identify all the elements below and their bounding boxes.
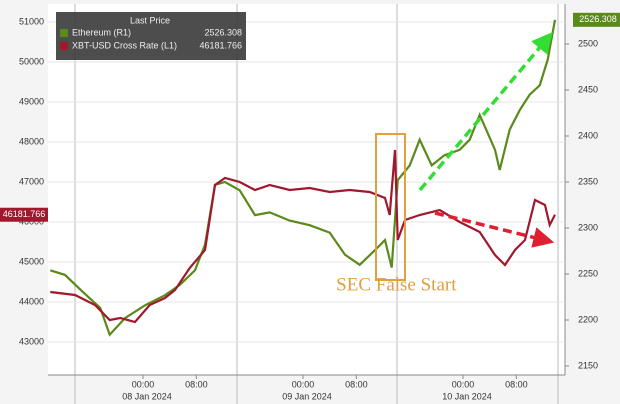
legend: Last Price	[56, 12, 246, 60]
y2-tick-label: 2450	[578, 84, 598, 94]
x-tick-label: 08:00	[185, 379, 208, 389]
y-tick-label: 45000	[19, 256, 44, 266]
x-group-label: 09 Jan 2024	[282, 391, 332, 401]
x-tick-label: 00:00	[292, 379, 315, 389]
x-tick-label: 00:00	[452, 379, 475, 389]
y-tick-label: 48000	[19, 136, 44, 146]
y-tick-label: 44000	[19, 296, 44, 306]
last-price-tag	[0, 207, 48, 222]
y-tick-label: 43000	[19, 336, 44, 346]
y-tick-label: 51000	[19, 16, 44, 26]
legend-label: Ethereum (R1)	[72, 27, 131, 37]
last-price-tag	[573, 12, 620, 27]
legend-swatch	[60, 29, 68, 37]
legend-box	[56, 12, 246, 60]
annotation: SEC False Start	[336, 274, 457, 295]
highlight-box	[375, 133, 406, 281]
series-line	[49, 19, 557, 337]
series-line	[50, 149, 556, 324]
trend-arrow	[418, 31, 553, 192]
legend-label: XBT-USD Cross Rate (L1)	[72, 40, 177, 50]
trend-arrow	[434, 211, 555, 248]
y2-tick-label: 2200	[578, 314, 598, 324]
x-group-label: 08 Jan 2024	[122, 391, 172, 401]
y2-tick-label: 2500	[578, 38, 598, 48]
y2-tick-label: 2150	[578, 360, 598, 370]
x-group-label: 10 Jan 2024	[442, 391, 492, 401]
y-tick-label: 50000	[19, 56, 44, 66]
legend-value: 2526.308	[204, 27, 242, 37]
marks	[48, 19, 565, 343]
y2-tick-label: 2350	[578, 176, 598, 186]
x-tick-label: 08:00	[505, 379, 528, 389]
legend-title: Last Price	[130, 15, 170, 25]
x-tick-label: 00:00	[132, 379, 155, 389]
legend-swatch	[60, 42, 68, 50]
y2-tick-label: 2300	[578, 222, 598, 232]
y2-tick-label: 2250	[578, 268, 598, 278]
y-tick-label: 47000	[19, 176, 44, 186]
legend-value: 46181.766	[199, 40, 242, 50]
last-price-label: 46181.766	[3, 209, 46, 219]
last-price-label: 2526.308	[579, 14, 617, 24]
y-tick-label: 49000	[19, 96, 44, 106]
y2-tick-label: 2400	[578, 130, 598, 140]
x-tick-label: 08:00	[345, 379, 368, 389]
